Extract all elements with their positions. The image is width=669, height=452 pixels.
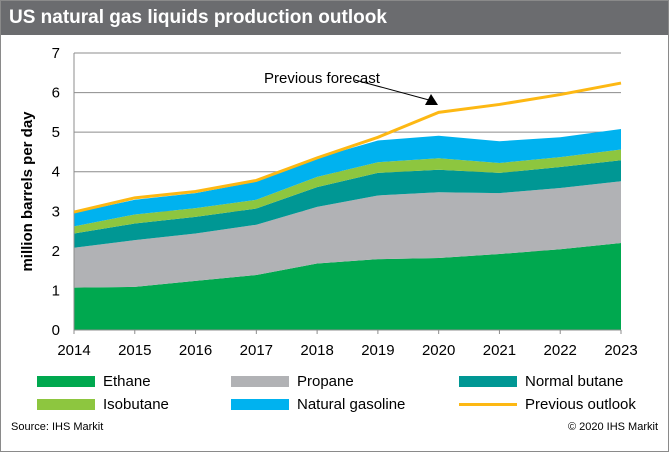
y-tick-label: 2 xyxy=(52,243,60,260)
x-tick-label: 2020 xyxy=(422,342,455,359)
y-tick-label: 0 xyxy=(52,322,60,339)
y-tick-label: 1 xyxy=(52,282,60,299)
area-normal-butane xyxy=(74,160,621,248)
x-tick-label: 2017 xyxy=(240,342,273,359)
legend-swatch xyxy=(459,403,517,406)
x-tick-label: 2023 xyxy=(604,342,637,359)
annotation-arrowhead-icon xyxy=(425,94,438,105)
annotation-text: Previous forecast xyxy=(264,70,381,87)
x-tick-label: 2019 xyxy=(361,342,394,359)
x-tick-label: 2018 xyxy=(300,342,333,359)
legend-label: Ethane xyxy=(103,373,151,390)
legend-label: Natural gasoline xyxy=(297,396,406,413)
legend-swatch xyxy=(231,376,289,387)
legend-label: Previous outlook xyxy=(525,396,636,413)
legend-swatch xyxy=(37,376,95,387)
legend-item: Isobutane xyxy=(37,396,169,413)
y-tick-label: 3 xyxy=(52,203,60,220)
y-tick-label: 5 xyxy=(52,124,60,141)
legend-swatch xyxy=(37,399,95,410)
area-ethane xyxy=(74,242,621,330)
x-tick-label: 2021 xyxy=(483,342,516,359)
chart-title: US natural gas liquids production outloo… xyxy=(9,7,387,28)
line-previous-outlook xyxy=(73,81,622,214)
legend-item: Propane xyxy=(231,373,354,390)
x-tick-label: 2015 xyxy=(118,342,151,359)
legend-item: Previous outlook xyxy=(459,396,636,413)
title-bar: US natural gas liquids production outloo… xyxy=(1,1,668,35)
x-tick-label: 2016 xyxy=(179,342,212,359)
source-note: Source: IHS Markit xyxy=(11,421,104,433)
y-tick-label: 4 xyxy=(52,164,60,181)
copyright-note: © 2020 IHS Markit xyxy=(567,421,658,433)
legend-label: Isobutane xyxy=(103,396,169,413)
legend-item: Ethane xyxy=(37,373,151,390)
area-isobutane xyxy=(74,149,621,234)
y-tick-label: 6 xyxy=(52,85,60,102)
x-tick-label: 2022 xyxy=(544,342,577,359)
legend-swatch xyxy=(231,399,289,410)
y-tick-label: 7 xyxy=(52,45,60,62)
legend-item: Natural gasoline xyxy=(231,396,405,413)
legend-label: Normal butane xyxy=(525,373,624,390)
area-propane xyxy=(74,181,621,288)
x-tick-label: 2014 xyxy=(57,342,90,359)
area-natural-gasoline xyxy=(74,128,621,227)
annotation-arrow-line xyxy=(354,79,430,101)
legend-item: Normal butane xyxy=(459,373,623,390)
legend-swatch xyxy=(459,376,517,387)
legend-label: Propane xyxy=(297,373,354,390)
y-axis-label: million barrels per day xyxy=(19,111,36,272)
